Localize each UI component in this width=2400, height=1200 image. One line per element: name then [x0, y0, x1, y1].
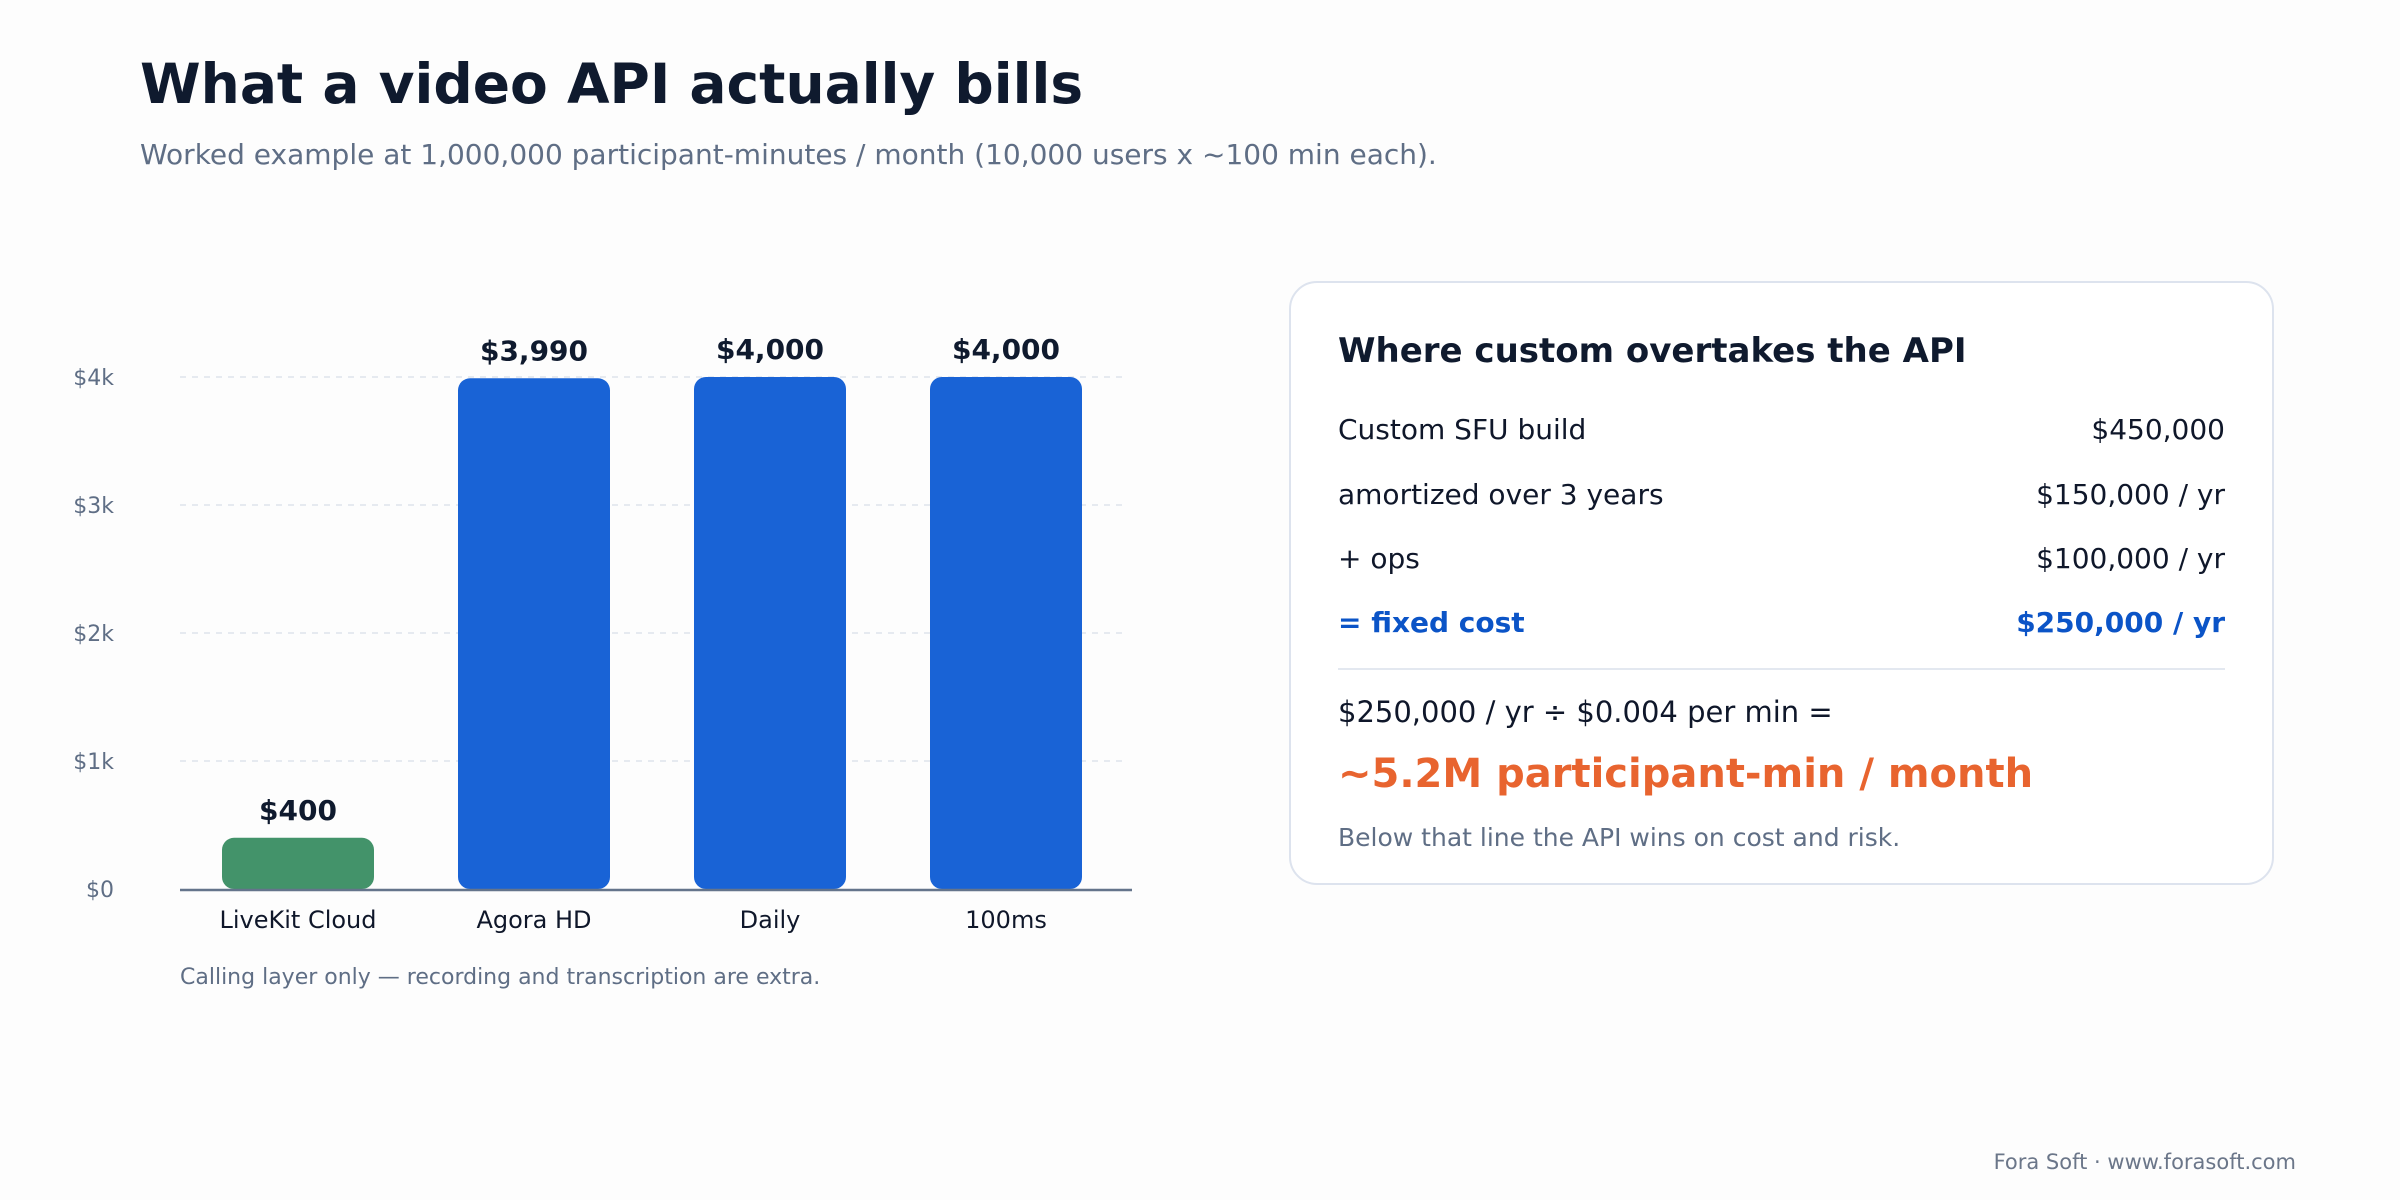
cost-row-label: = fixed cost: [1338, 606, 1525, 639]
breakeven-card: Where custom overtakes the API Custom SF…: [1289, 281, 2274, 885]
x-tick-label: 100ms: [965, 906, 1047, 934]
y-tick-label: $4k: [73, 366, 114, 391]
x-tick-label: LiveKit Cloud: [219, 906, 376, 934]
cost-row-value: $100,000 / yr: [2036, 542, 2225, 575]
y-tick-label: $2k: [73, 622, 114, 647]
page-title: What a video API actually bills: [140, 52, 1084, 116]
bar-value-label: $4,000: [716, 333, 824, 366]
bar: [222, 837, 374, 889]
cost-row-amortized: amortized over 3 years $150,000 / yr: [1338, 478, 2225, 518]
card-divider: [1338, 668, 2225, 670]
x-tick-label: Agora HD: [476, 906, 591, 934]
cost-row-fixed-total: = fixed cost $250,000 / yr: [1338, 606, 2225, 646]
breakeven-formula: $250,000 / yr ÷ $0.004 per min =: [1338, 695, 1833, 729]
cost-row-value: $250,000 / yr: [2016, 606, 2225, 639]
page-subtitle: Worked example at 1,000,000 participant-…: [140, 138, 1437, 171]
card-title: Where custom overtakes the API: [1338, 331, 1967, 371]
cost-row-ops: + ops $100,000 / yr: [1338, 542, 2225, 582]
cost-row-label: + ops: [1338, 542, 1420, 575]
cost-row-label: amortized over 3 years: [1338, 478, 1664, 511]
bar-value-label: $4,000: [952, 333, 1060, 366]
bar: [930, 377, 1082, 889]
cost-row-value: $450,000: [2091, 413, 2225, 446]
bar-value-label: $3,990: [480, 334, 588, 367]
bar: [694, 377, 846, 889]
bar-value-label: $400: [259, 794, 337, 827]
cost-row-build: Custom SFU build $450,000: [1338, 413, 2225, 453]
footer-credit: Fora Soft · www.forasoft.com: [1993, 1150, 2296, 1174]
card-note: Below that line the API wins on cost and…: [1338, 823, 1901, 852]
bar: [458, 378, 610, 889]
y-tick-label: $3k: [73, 494, 114, 519]
bar-chart: $0 $1k $2k $3k $4k $400 LiveKit Cloud $3,990 Ago…: [73, 333, 1132, 990]
y-tick-label: $0: [86, 878, 114, 903]
cost-row-value: $150,000 / yr: [2036, 478, 2225, 511]
breakeven-result: ~5.2M participant-min / month: [1338, 751, 2034, 797]
cost-row-label: Custom SFU build: [1338, 413, 1587, 446]
x-tick-label: Daily: [740, 906, 801, 934]
y-tick-label: $1k: [73, 750, 114, 775]
chart-footnote: Calling layer only — recording and trans…: [180, 965, 820, 990]
